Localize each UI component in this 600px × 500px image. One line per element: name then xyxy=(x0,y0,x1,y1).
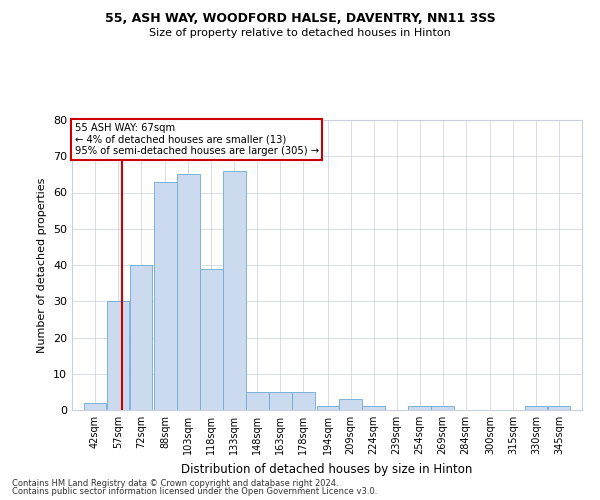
Bar xyxy=(409,406,431,410)
Bar xyxy=(84,403,106,410)
Bar xyxy=(548,406,570,410)
Text: 55 ASH WAY: 67sqm
← 4% of detached houses are smaller (13)
95% of semi-detached : 55 ASH WAY: 67sqm ← 4% of detached house… xyxy=(74,123,319,156)
Bar xyxy=(362,406,385,410)
Bar xyxy=(525,406,547,410)
Text: 55, ASH WAY, WOODFORD HALSE, DAVENTRY, NN11 3SS: 55, ASH WAY, WOODFORD HALSE, DAVENTRY, N… xyxy=(104,12,496,26)
Bar xyxy=(431,406,454,410)
Bar xyxy=(269,392,292,410)
Text: Contains public sector information licensed under the Open Government Licence v3: Contains public sector information licen… xyxy=(12,487,377,496)
X-axis label: Distribution of detached houses by size in Hinton: Distribution of detached houses by size … xyxy=(181,462,473,475)
Bar xyxy=(107,301,129,410)
Bar xyxy=(177,174,200,410)
Bar xyxy=(154,182,176,410)
Bar xyxy=(340,399,362,410)
Bar xyxy=(246,392,269,410)
Bar xyxy=(223,171,245,410)
Bar xyxy=(130,265,152,410)
Y-axis label: Number of detached properties: Number of detached properties xyxy=(37,178,47,352)
Text: Size of property relative to detached houses in Hinton: Size of property relative to detached ho… xyxy=(149,28,451,38)
Bar xyxy=(292,392,314,410)
Bar xyxy=(317,406,339,410)
Bar xyxy=(200,268,223,410)
Text: Contains HM Land Registry data © Crown copyright and database right 2024.: Contains HM Land Registry data © Crown c… xyxy=(12,478,338,488)
